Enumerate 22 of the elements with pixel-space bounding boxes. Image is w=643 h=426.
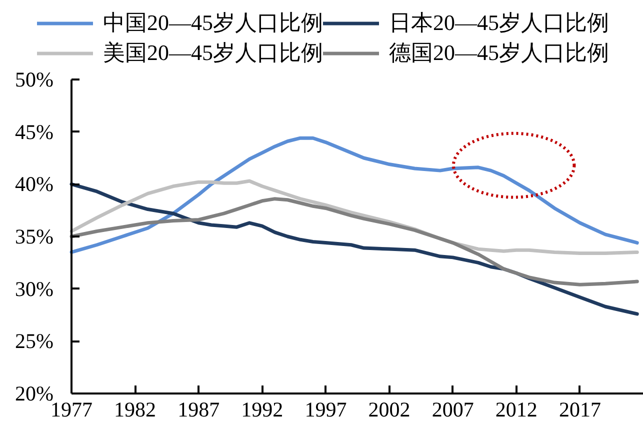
y-tick-label: 35% (15, 224, 54, 248)
legend-label: 美国20—45岁人口比例 (103, 39, 323, 67)
x-tick-label: 1982 (114, 398, 156, 422)
legend-label: 日本20—45岁人口比例 (389, 9, 609, 37)
y-tick-label: 45% (15, 120, 54, 144)
x-tick-label: 2017 (558, 398, 601, 422)
x-tick-label: 2002 (368, 398, 410, 422)
legend-label: 德国20—45岁人口比例 (389, 39, 609, 67)
y-tick-label: 50% (15, 68, 54, 92)
y-tick-label: 30% (15, 276, 54, 301)
x-tick-label: 2012 (495, 398, 538, 422)
y-tick-label: 40% (15, 172, 54, 196)
y-tick-label: 20% (15, 382, 54, 406)
legend-label: 中国20—45岁人口比例 (103, 9, 323, 37)
x-tick-label: 1992 (241, 398, 284, 422)
x-tick-label: 2007 (432, 398, 474, 422)
line-series (70, 136, 639, 254)
y-tick-label: 25% (15, 329, 54, 354)
x-tick-label: 1987 (178, 398, 220, 422)
x-tick-label: 1997 (304, 398, 347, 422)
line-series (70, 197, 639, 286)
line-series (70, 182, 639, 316)
